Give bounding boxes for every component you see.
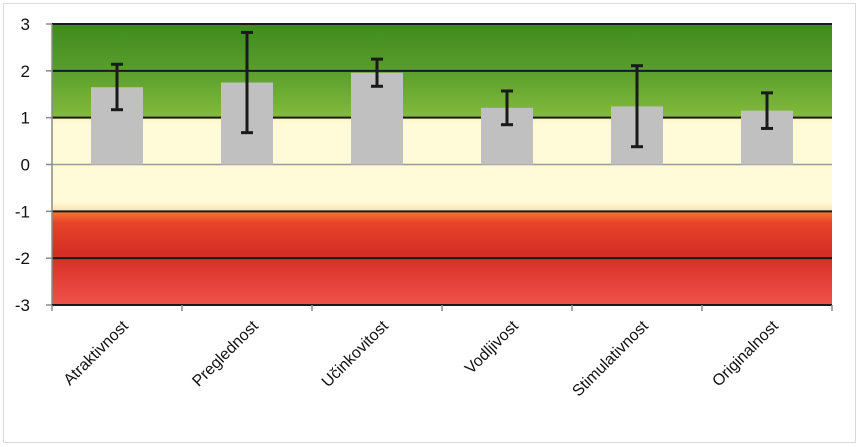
y-tick-label: -1 [15, 202, 30, 221]
error-bar [371, 57, 383, 88]
y-axis: 3 2 1 0 -1 -2 -3 [15, 15, 53, 315]
error-bars [111, 30, 773, 149]
x-category-label: Vodljivost [462, 317, 522, 377]
bar [351, 72, 403, 165]
x-category-label: Atraktivnost [61, 317, 133, 389]
y-tick-label: -3 [15, 296, 30, 315]
y-tick-label: 2 [21, 62, 30, 81]
error-bar [501, 89, 513, 127]
x-category-label: Učinkovitost [319, 317, 392, 390]
y-tick-label: -2 [15, 249, 30, 268]
error-bar [111, 62, 123, 112]
x-axis: Atraktivnost Preglednost Učinkovitost Vodlj… [51, 304, 833, 400]
bars [91, 72, 793, 165]
y-tick-label: 1 [21, 109, 30, 128]
error-bar [761, 91, 773, 130]
y-tick-label: 3 [21, 15, 30, 34]
x-category-label: Stimulativnost [569, 317, 652, 400]
error-bar [241, 30, 253, 135]
y-tick-label: 0 [21, 156, 30, 175]
x-category-label: Originalnost [709, 317, 782, 390]
x-category-label: Preglednost [189, 317, 262, 390]
error-bar [631, 64, 643, 149]
